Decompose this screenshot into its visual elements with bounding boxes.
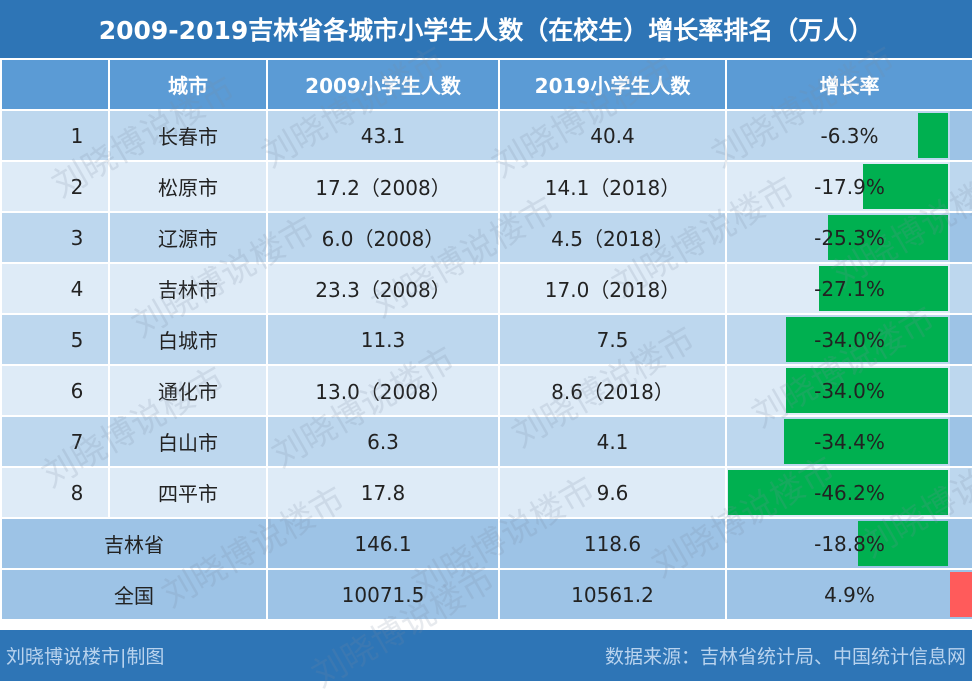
table-row: 5 白城市 11.3 7.5 -34.0% xyxy=(0,313,972,366)
city-cell: 白城市 xyxy=(108,313,268,366)
city-cell: 白山市 xyxy=(108,415,268,468)
value-2019-cell: 4.1 xyxy=(498,415,727,468)
value-2019-cell: 7.5 xyxy=(498,313,727,366)
growth-bar-negative xyxy=(786,317,948,362)
data-table: 城市 2009小学生人数 2019小学生人数 增长率 1 长春市 43.1 40.4 -… xyxy=(0,58,972,621)
rate-cell: -34.0% xyxy=(725,364,972,417)
header-rank xyxy=(0,58,110,111)
rate-text: -27.1% xyxy=(814,276,885,301)
growth-bar-negative xyxy=(918,113,948,158)
rate-cell: -34.4% xyxy=(725,415,972,468)
footer: 刘晓博说楼市|制图 数据来源：吉林省统计局、中国统计信息网 xyxy=(0,630,972,681)
header-rate: 增长率 xyxy=(725,58,972,111)
rate-cell-edge xyxy=(950,265,971,312)
region-cell: 吉林省 xyxy=(0,517,268,570)
value-2009-cell: 17.2（2008） xyxy=(266,160,500,213)
rate-cell: -34.0% xyxy=(725,313,972,366)
table-row: 4 吉林市 23.3（2008） 17.0（2018） -27.1% xyxy=(0,262,972,315)
rate-text: -18.8% xyxy=(814,531,885,556)
value-2019-cell: 17.0（2018） xyxy=(498,262,727,315)
growth-bar-negative xyxy=(819,266,948,311)
value-2009-cell: 43.1 xyxy=(266,109,500,162)
value-2019-cell: 14.1（2018） xyxy=(498,160,727,213)
page-title: 2009-2019吉林省各城市小学生人数（在校生）增长率排名（万人） xyxy=(0,0,972,58)
rank-cell: 1 xyxy=(0,109,110,162)
table-row: 3 辽源市 6.0（2008） 4.5（2018） -25.3% xyxy=(0,211,972,264)
region-cell: 全国 xyxy=(0,568,268,621)
value-2019-cell: 9.6 xyxy=(498,466,727,519)
growth-bar-negative xyxy=(828,215,948,260)
value-2009-cell: 146.1 xyxy=(266,517,500,570)
header-2019: 2019小学生人数 xyxy=(498,58,727,111)
value-2019-cell: 10561.2 xyxy=(498,568,727,621)
table-row: 8 四平市 17.8 9.6 -46.2% xyxy=(0,466,972,519)
city-cell: 松原市 xyxy=(108,160,268,213)
rate-text: -34.4% xyxy=(814,429,885,454)
rate-cell-edge xyxy=(950,316,971,363)
rate-cell: -25.3% xyxy=(725,211,972,264)
rate-cell: -6.3% xyxy=(725,109,972,162)
rate-text: 4.9% xyxy=(824,582,875,607)
rate-cell: -27.1% xyxy=(725,262,972,315)
value-2009-cell: 6.3 xyxy=(266,415,500,468)
rate-text: -46.2% xyxy=(814,480,885,505)
rate-text: -6.3% xyxy=(820,123,879,148)
growth-bar-positive xyxy=(950,572,971,617)
rate-cell-edge xyxy=(950,520,971,567)
table-row: 7 白山市 6.3 4.1 -34.4% xyxy=(0,415,972,468)
footer-source: 数据来源：吉林省统计局、中国统计信息网 xyxy=(604,646,966,668)
value-2009-cell: 11.3 xyxy=(266,313,500,366)
value-2009-cell: 10071.5 xyxy=(266,568,500,621)
value-2009-cell: 13.0（2008） xyxy=(266,364,500,417)
table-row: 2 松原市 17.2（2008） 14.1（2018） -17.9% xyxy=(0,160,972,213)
rate-cell: 4.9% xyxy=(725,568,972,621)
rate-cell-edge xyxy=(950,214,971,261)
value-2009-cell: 23.3（2008） xyxy=(266,262,500,315)
growth-bar-negative xyxy=(858,521,948,566)
rank-cell: 8 xyxy=(0,466,110,519)
growth-bar-negative xyxy=(863,164,948,209)
value-2019-cell: 40.4 xyxy=(498,109,727,162)
growth-bar-negative xyxy=(728,470,948,515)
rank-cell: 3 xyxy=(0,211,110,264)
city-cell: 通化市 xyxy=(108,364,268,417)
rate-cell-edge xyxy=(950,112,971,159)
rate-cell: -17.9% xyxy=(725,160,972,213)
rate-cell: -18.8% xyxy=(725,517,972,570)
rank-cell: 2 xyxy=(0,160,110,213)
rank-cell: 7 xyxy=(0,415,110,468)
rate-cell-edge xyxy=(950,367,971,414)
city-cell: 长春市 xyxy=(108,109,268,162)
rate-text: -34.0% xyxy=(814,327,885,352)
summary-row: 全国 10071.5 10561.2 4.9% xyxy=(0,568,972,621)
value-2019-cell: 8.6（2018） xyxy=(498,364,727,417)
rank-cell: 4 xyxy=(0,262,110,315)
rank-cell: 6 xyxy=(0,364,110,417)
summary-row: 吉林省 146.1 118.6 -18.8% xyxy=(0,517,972,570)
table-row: 1 长春市 43.1 40.4 -6.3% xyxy=(0,109,972,162)
city-cell: 四平市 xyxy=(108,466,268,519)
rate-cell-edge xyxy=(950,418,971,465)
footer-credit: 刘晓博说楼市|制图 xyxy=(6,646,165,668)
value-2009-cell: 6.0（2008） xyxy=(266,211,500,264)
table-header-row: 城市 2009小学生人数 2019小学生人数 增长率 xyxy=(0,58,972,111)
table-body: 1 长春市 43.1 40.4 -6.3% 2 松原市 17.2（2008） 14.1（2018… xyxy=(0,109,972,621)
rate-cell-edge xyxy=(950,469,971,516)
rate-text: -25.3% xyxy=(814,225,885,250)
city-cell: 辽源市 xyxy=(108,211,268,264)
rank-cell: 5 xyxy=(0,313,110,366)
rate-cell: -46.2% xyxy=(725,466,972,519)
rate-cell-edge xyxy=(950,163,971,210)
value-2019-cell: 118.6 xyxy=(498,517,727,570)
value-2019-cell: 4.5（2018） xyxy=(498,211,727,264)
table-row: 6 通化市 13.0（2008） 8.6（2018） -34.0% xyxy=(0,364,972,417)
growth-bar-negative xyxy=(786,368,948,413)
rate-text: -34.0% xyxy=(814,378,885,403)
city-cell: 吉林市 xyxy=(108,262,268,315)
value-2009-cell: 17.8 xyxy=(266,466,500,519)
header-2009: 2009小学生人数 xyxy=(266,58,500,111)
header-city: 城市 xyxy=(108,58,268,111)
growth-bar-negative xyxy=(784,419,948,464)
rate-text: -17.9% xyxy=(814,174,885,199)
